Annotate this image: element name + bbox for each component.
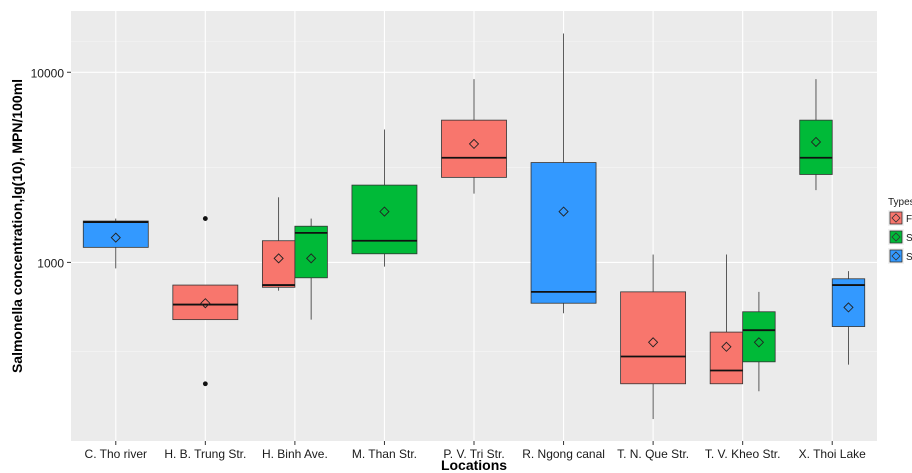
box-marks (82, 33, 866, 420)
mean-marker (843, 302, 854, 313)
box-h-binh-ave-fl (261, 197, 296, 291)
box-r-ngong-canal-su (530, 33, 597, 314)
iqr-box (742, 311, 776, 363)
box-h-binh-ave-si (294, 218, 328, 320)
iqr-box (172, 284, 239, 321)
mean-marker (647, 337, 659, 348)
mean-marker (200, 298, 211, 309)
x-tick-label: C. Tho river (85, 447, 147, 461)
box-t-v-kheo-str-si (742, 291, 776, 392)
iqr-box (261, 240, 296, 288)
box-t-v-kheo-str-fl (709, 254, 744, 385)
box-x-thoi-lake-su (831, 271, 866, 365)
box-p-v-tri-str-fl (441, 79, 507, 194)
y-tick-label: 1000 (37, 256, 64, 270)
outlier-point (202, 381, 208, 387)
y-axis-title: Salmonella concentration,lg(10), MPN/100… (9, 79, 25, 373)
box-t-n-que-str-fl (620, 254, 687, 420)
mean-marker (810, 136, 822, 148)
mean-marker (110, 232, 121, 243)
mean-marker (379, 206, 390, 217)
box-x-thoi-lake-si (799, 79, 833, 191)
iqr-box (82, 220, 149, 248)
iqr-box (530, 162, 597, 304)
y-axis: 1000 10000 (31, 66, 71, 270)
legend-label-su: SU (906, 252, 912, 263)
x-tick-label: P. V. Tri Str. (443, 447, 504, 461)
x-tick-label: M. Than Str. (352, 447, 417, 461)
legend-key-diamond (891, 213, 901, 223)
legend-label-fl: FL (906, 214, 912, 225)
outlier-point (202, 216, 208, 221)
x-tick-label: R. Ngong canal (522, 447, 605, 461)
legend-title: Types (888, 197, 912, 208)
mean-marker (721, 341, 732, 352)
mean-marker (558, 206, 569, 217)
box-c-tho-river-su (82, 218, 149, 269)
mean-marker (306, 253, 317, 264)
x-tick-label: H. B. Trung Str. (164, 447, 246, 461)
legend-key-diamond (891, 251, 901, 261)
legend-label-si: SI (906, 233, 912, 244)
x-tick-label: X. Thoi Lake (799, 447, 866, 461)
iqr-box (294, 225, 328, 279)
legend: Types FL SI SU (888, 197, 912, 264)
x-tick-label: T. N. Que Str. (617, 447, 689, 461)
mean-marker (468, 138, 480, 150)
mean-marker (273, 253, 284, 264)
mean-marker (753, 337, 765, 348)
legend-key-diamond (891, 232, 901, 242)
x-axis-title: Locations (441, 457, 507, 473)
y-tick-label: 10000 (31, 66, 65, 80)
box-h-b-trung-str-fl (172, 216, 239, 387)
x-tick-label: T. V. Kheo Str. (705, 447, 781, 461)
iqr-box (709, 331, 744, 385)
x-axis: C. Tho river H. B. Trung Str. H. Binh Ave.… (85, 441, 866, 461)
box-m-than-str-si (351, 129, 418, 267)
x-tick-label: H. Binh Ave. (262, 447, 328, 461)
iqr-box (351, 184, 418, 255)
iqr-box (799, 119, 833, 175)
